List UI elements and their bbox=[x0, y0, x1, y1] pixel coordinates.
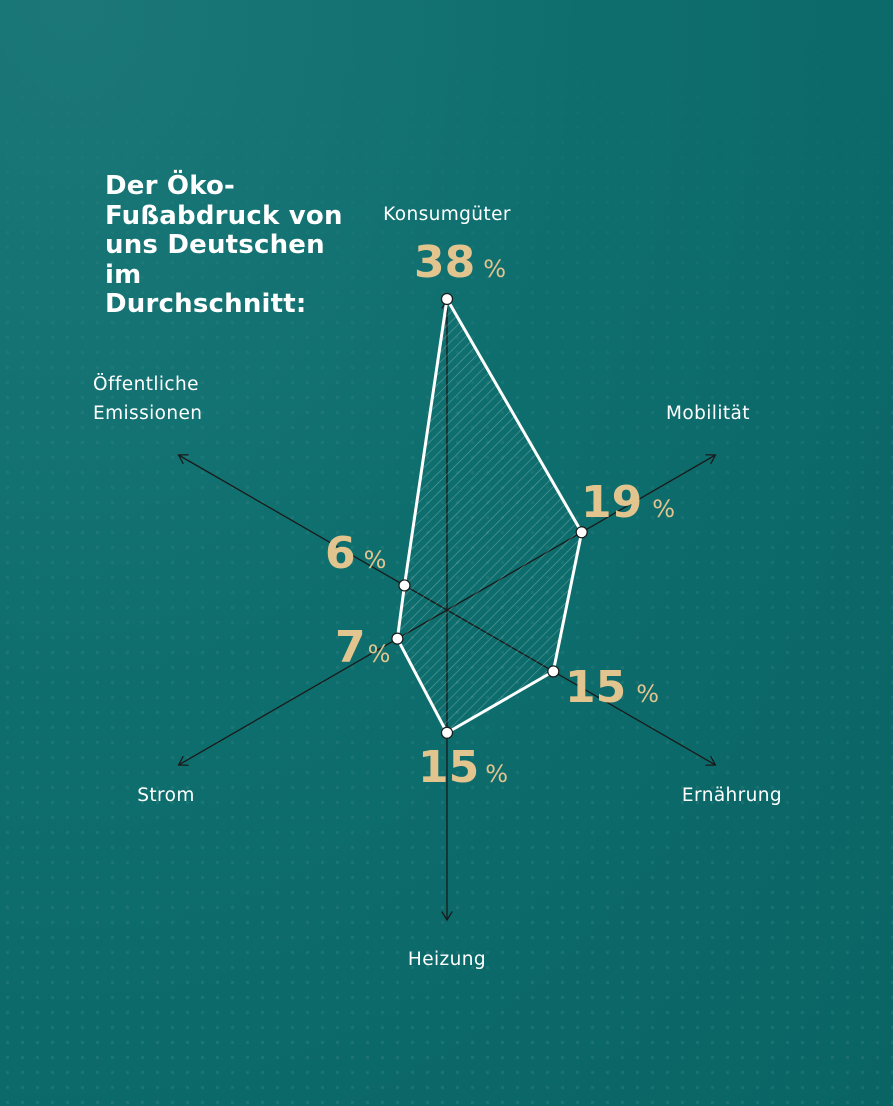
data-point-ernaehrung bbox=[547, 665, 560, 678]
value-labels: 38 % 19 % 15 % 15 % 7% 6% bbox=[325, 237, 675, 793]
axis-label-mobilitaet: Mobilität bbox=[666, 403, 750, 424]
value-label-ernaehrung: 15% bbox=[565, 662, 659, 713]
data-point-strom bbox=[391, 632, 404, 645]
value-label-strom: 7% bbox=[335, 622, 390, 673]
data-point-konsumgueter bbox=[440, 292, 454, 306]
chart-title: Der Öko-Fußabdruck von uns Deutschen im … bbox=[105, 171, 343, 319]
axis-ernaehrung-arrow bbox=[705, 755, 717, 766]
axis-label-ernaehrung: Ernährung bbox=[682, 785, 782, 806]
data-point-mobilitaet bbox=[575, 526, 588, 539]
axis-label-oeffentliche-emissionen: Öffentliche Emissionen bbox=[93, 373, 202, 424]
axis-oeffentliche-emissionen-arrow bbox=[177, 454, 189, 465]
data-points bbox=[391, 292, 588, 739]
data-point-oeffentliche-emissionen bbox=[398, 579, 411, 592]
axis-mobilitaet-arrow bbox=[705, 454, 717, 465]
value-label-oeffentliche-emissionen: 6% bbox=[325, 528, 386, 579]
axis-strom-arrow bbox=[177, 755, 189, 766]
axis-label-konsumgueter: Konsumgüter bbox=[383, 204, 511, 225]
data-point-heizung bbox=[440, 726, 454, 739]
axis-labels: Konsumgüter Mobilität Ernährung Heizung Stro… bbox=[93, 204, 782, 970]
value-label-konsumgueter: 38% bbox=[414, 237, 506, 288]
axis-label-strom: Strom bbox=[137, 785, 195, 806]
axis-label-heizung: Heizung bbox=[408, 949, 486, 970]
value-label-mobilitaet: 19% bbox=[581, 477, 675, 528]
axis-heizung-arrow bbox=[441, 911, 453, 922]
value-label-heizung: 15% bbox=[418, 742, 508, 793]
